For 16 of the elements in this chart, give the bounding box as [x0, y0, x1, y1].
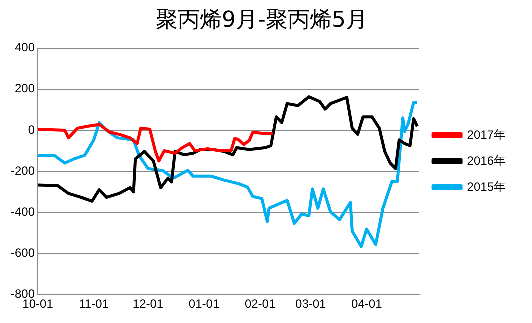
y-tick-label: -200	[10, 164, 36, 178]
legend-label: 2017年	[467, 128, 506, 142]
legend-label: 2015年	[467, 180, 506, 194]
chart-title: 聚丙烯9月-聚丙烯5月	[156, 8, 368, 33]
y-tick-label: 400	[14, 40, 36, 55]
y-tick-label: -600	[10, 246, 36, 260]
x-tick-label: 03-01	[296, 297, 327, 312]
y-tick-label: -400	[10, 204, 36, 219]
y-tick-label: 0	[28, 122, 36, 137]
x-tick-label: 04-01	[352, 297, 383, 312]
x-tick-label: 11-01	[79, 297, 110, 312]
y-tick-label: 200	[14, 82, 36, 96]
legend-label: 2016年	[467, 154, 506, 168]
x-tick-label: 12-01	[132, 297, 164, 312]
x-tick-label: 01-01	[188, 297, 220, 312]
x-tick-label: 02-01	[244, 297, 276, 312]
